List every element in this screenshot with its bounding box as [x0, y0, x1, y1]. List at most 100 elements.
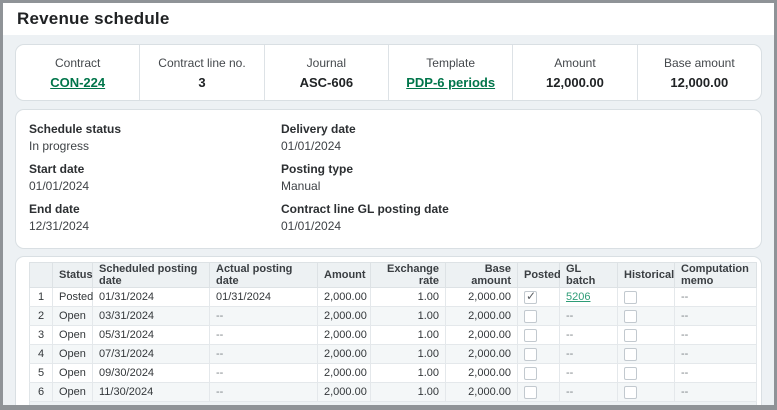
amount-cell: 2,000.00: [317, 287, 371, 307]
table-row: 4 Open 07/31/2024 -- 2,000.00 1.00 2,000…: [29, 344, 757, 364]
amount-cell: 2,000.00: [317, 363, 371, 383]
historical-checkbox[interactable]: [624, 385, 637, 399]
table-row: 5 Open 09/30/2024 -- 2,000.00 1.00 2,000…: [29, 363, 757, 383]
start-date-field: Start date 01/01/2024: [29, 162, 269, 193]
page-header: Revenue schedule: [3, 3, 774, 35]
status-cell: Open: [52, 363, 93, 383]
table-row: 3 Open 05/31/2024 -- 2,000.00 1.00 2,000…: [29, 325, 757, 345]
col-header-amount: Amount: [317, 262, 371, 288]
historical-checkbox[interactable]: [624, 328, 637, 342]
posted-cell: [517, 344, 560, 364]
posted-checkbox[interactable]: [524, 366, 537, 380]
col-header-posted: Posted: [517, 262, 561, 288]
row-number: 2: [29, 306, 53, 326]
schedule-table: Status Scheduled posting date Actual pos…: [29, 262, 757, 405]
col-header-row-number: [29, 262, 53, 288]
delivery-date-value: 01/01/2024: [281, 139, 342, 153]
details-panel: Schedule status In progress Start date 0…: [15, 109, 762, 249]
schedule-status-value: In progress: [29, 139, 90, 153]
computation-memo-cell: --: [674, 363, 757, 383]
computation-memo-cell: --: [674, 325, 757, 345]
contract-line-gl-posting-date-field: Contract line GL posting date 01/01/2024: [281, 202, 748, 233]
posted-checkbox[interactable]: [524, 385, 537, 399]
summary-field-template: Template PDP-6 periods: [387, 45, 512, 100]
posted-cell: [517, 306, 560, 326]
posted-checkbox[interactable]: [524, 328, 537, 342]
scheduled-posting-date-cell: 09/30/2024: [92, 363, 210, 383]
historical-checkbox[interactable]: [624, 347, 637, 361]
summary-field-base-amount: Base amount 12,000.00: [636, 45, 761, 100]
computation-memo-cell: --: [674, 382, 757, 402]
summary-field-contract: Contract CON-224: [16, 45, 139, 100]
summary-strip: Contract CON-224 Contract line no. 3 Jou…: [15, 44, 762, 101]
base-amount-label: Base amount: [663, 55, 735, 70]
base-amount-cell: 2,000.00: [445, 287, 518, 307]
historical-cell: [617, 306, 675, 326]
historical-cell: [617, 382, 675, 402]
exchange-rate-cell: 1.00: [370, 344, 446, 364]
actual-posting-date-cell: --: [209, 382, 318, 402]
historical-checkbox[interactable]: [624, 290, 637, 304]
contract-line-gl-posting-date-value: 01/01/2024: [281, 219, 342, 233]
page-title: Revenue schedule: [17, 9, 170, 28]
row-number: 4: [29, 344, 53, 364]
historical-cell: [617, 363, 675, 383]
total-exchange-rate-spacer: [370, 401, 446, 405]
exchange-rate-cell: 1.00: [370, 325, 446, 345]
total-base-amount: 12,000.00: [445, 401, 518, 405]
row-number: 3: [29, 325, 53, 345]
contract-label: Contract: [54, 55, 101, 70]
status-cell: Open: [52, 306, 93, 326]
historical-checkbox[interactable]: [624, 309, 637, 323]
status-cell: Open: [52, 382, 93, 402]
table-header-row: Status Scheduled posting date Actual pos…: [29, 262, 757, 288]
computation-memo-cell: --: [674, 306, 757, 326]
table-row: 2 Open 03/31/2024 -- 2,000.00 1.00 2,000…: [29, 306, 757, 326]
exchange-rate-cell: 1.00: [370, 363, 446, 383]
details-right-column: Delivery date 01/01/2024 Posting type Ma…: [281, 122, 748, 242]
exchange-rate-cell: 1.00: [370, 287, 446, 307]
base-amount-value: 12,000.00: [670, 74, 729, 90]
historical-cell: [617, 287, 675, 307]
gl-batch-link[interactable]: 5206: [566, 291, 591, 303]
posted-checkbox[interactable]: [524, 289, 537, 304]
summary-field-amount: Amount 12,000.00: [512, 45, 636, 100]
col-header-base-amount: Base amount: [445, 262, 518, 288]
base-amount-cell: 2,000.00: [445, 325, 518, 345]
status-cell: Posted: [52, 287, 93, 307]
gl-batch-cell: 5206: [559, 287, 618, 307]
scheduled-posting-date-cell: 05/31/2024: [92, 325, 210, 345]
posted-checkbox[interactable]: [524, 309, 537, 323]
historical-checkbox[interactable]: [624, 366, 637, 380]
journal-label: Journal: [306, 55, 346, 70]
summary-field-contract-line-no: Contract line no. 3: [139, 45, 263, 100]
schedule-table-card: Status Scheduled posting date Actual pos…: [15, 256, 762, 405]
gl-batch-cell: --: [559, 325, 618, 345]
total-label: Total: [52, 401, 318, 405]
historical-cell: [617, 325, 675, 345]
delivery-date-field: Delivery date 01/01/2024: [281, 122, 748, 153]
gl-batch-cell: --: [559, 363, 618, 383]
total-row-trailing-spacer: [517, 401, 757, 405]
delivery-date-label: Delivery date: [281, 122, 356, 136]
posted-checkbox[interactable]: [524, 347, 537, 361]
amount-cell: 2,000.00: [317, 325, 371, 345]
row-number: 1: [29, 287, 53, 307]
table-row: 1 Posted 01/31/2024 01/31/2024 2,000.00 …: [29, 287, 757, 307]
total-row-spacer: [29, 401, 53, 405]
template-link[interactable]: PDP-6 periods: [406, 74, 496, 90]
status-cell: Open: [52, 344, 93, 364]
posting-type-label: Posting type: [281, 162, 354, 176]
scheduled-posting-date-cell: 01/31/2024: [92, 287, 210, 307]
amount-label: Amount: [554, 55, 596, 70]
actual-posting-date-cell: --: [209, 344, 318, 364]
table-row: 6 Open 11/30/2024 -- 2,000.00 1.00 2,000…: [29, 382, 757, 402]
computation-memo-cell: --: [674, 344, 757, 364]
col-header-historical: Historical: [617, 262, 675, 288]
contract-line-no-label: Contract line no.: [158, 55, 246, 70]
col-header-exchange-rate: Exchange rate: [370, 262, 446, 288]
scheduled-posting-date-cell: 07/31/2024: [92, 344, 210, 364]
contract-link[interactable]: CON-224: [50, 74, 106, 90]
actual-posting-date-cell: --: [209, 325, 318, 345]
